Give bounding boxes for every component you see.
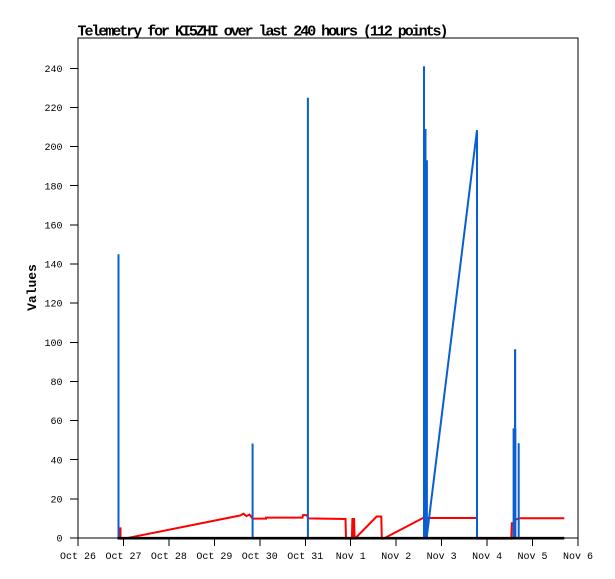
svg-text:20: 20 bbox=[50, 496, 62, 507]
svg-text:Nov 1: Nov 1 bbox=[336, 552, 366, 563]
svg-text:Nov 3: Nov 3 bbox=[427, 552, 457, 563]
svg-text:220: 220 bbox=[44, 104, 62, 115]
svg-text:200: 200 bbox=[44, 143, 62, 154]
svg-text:160: 160 bbox=[44, 222, 62, 233]
svg-text:240: 240 bbox=[44, 65, 62, 76]
svg-text:40: 40 bbox=[50, 456, 62, 467]
svg-text:Nov 2: Nov 2 bbox=[381, 552, 411, 563]
svg-text:Nov 6: Nov 6 bbox=[563, 552, 593, 563]
svg-text:120: 120 bbox=[44, 300, 62, 311]
svg-text:140: 140 bbox=[44, 261, 62, 272]
svg-text:Nov 4: Nov 4 bbox=[472, 552, 502, 563]
svg-text:Oct 29: Oct 29 bbox=[196, 552, 232, 563]
svg-text:Values: Values bbox=[25, 264, 40, 311]
svg-text:Oct 26: Oct 26 bbox=[60, 552, 96, 563]
svg-text:100: 100 bbox=[44, 339, 62, 350]
svg-text:80: 80 bbox=[50, 378, 62, 389]
svg-text:Nov 5: Nov 5 bbox=[517, 552, 547, 563]
svg-text:Oct 28: Oct 28 bbox=[151, 552, 187, 563]
svg-text:Telemetry for KI5ZHI over last: Telemetry for KI5ZHI over last 240 hours… bbox=[78, 24, 447, 41]
svg-text:Oct 30: Oct 30 bbox=[242, 552, 278, 563]
svg-text:0: 0 bbox=[56, 535, 62, 546]
svg-text:Oct 31: Oct 31 bbox=[287, 552, 323, 563]
svg-text:180: 180 bbox=[44, 182, 62, 193]
svg-text:60: 60 bbox=[50, 417, 62, 428]
svg-text:Oct 27: Oct 27 bbox=[105, 552, 141, 563]
